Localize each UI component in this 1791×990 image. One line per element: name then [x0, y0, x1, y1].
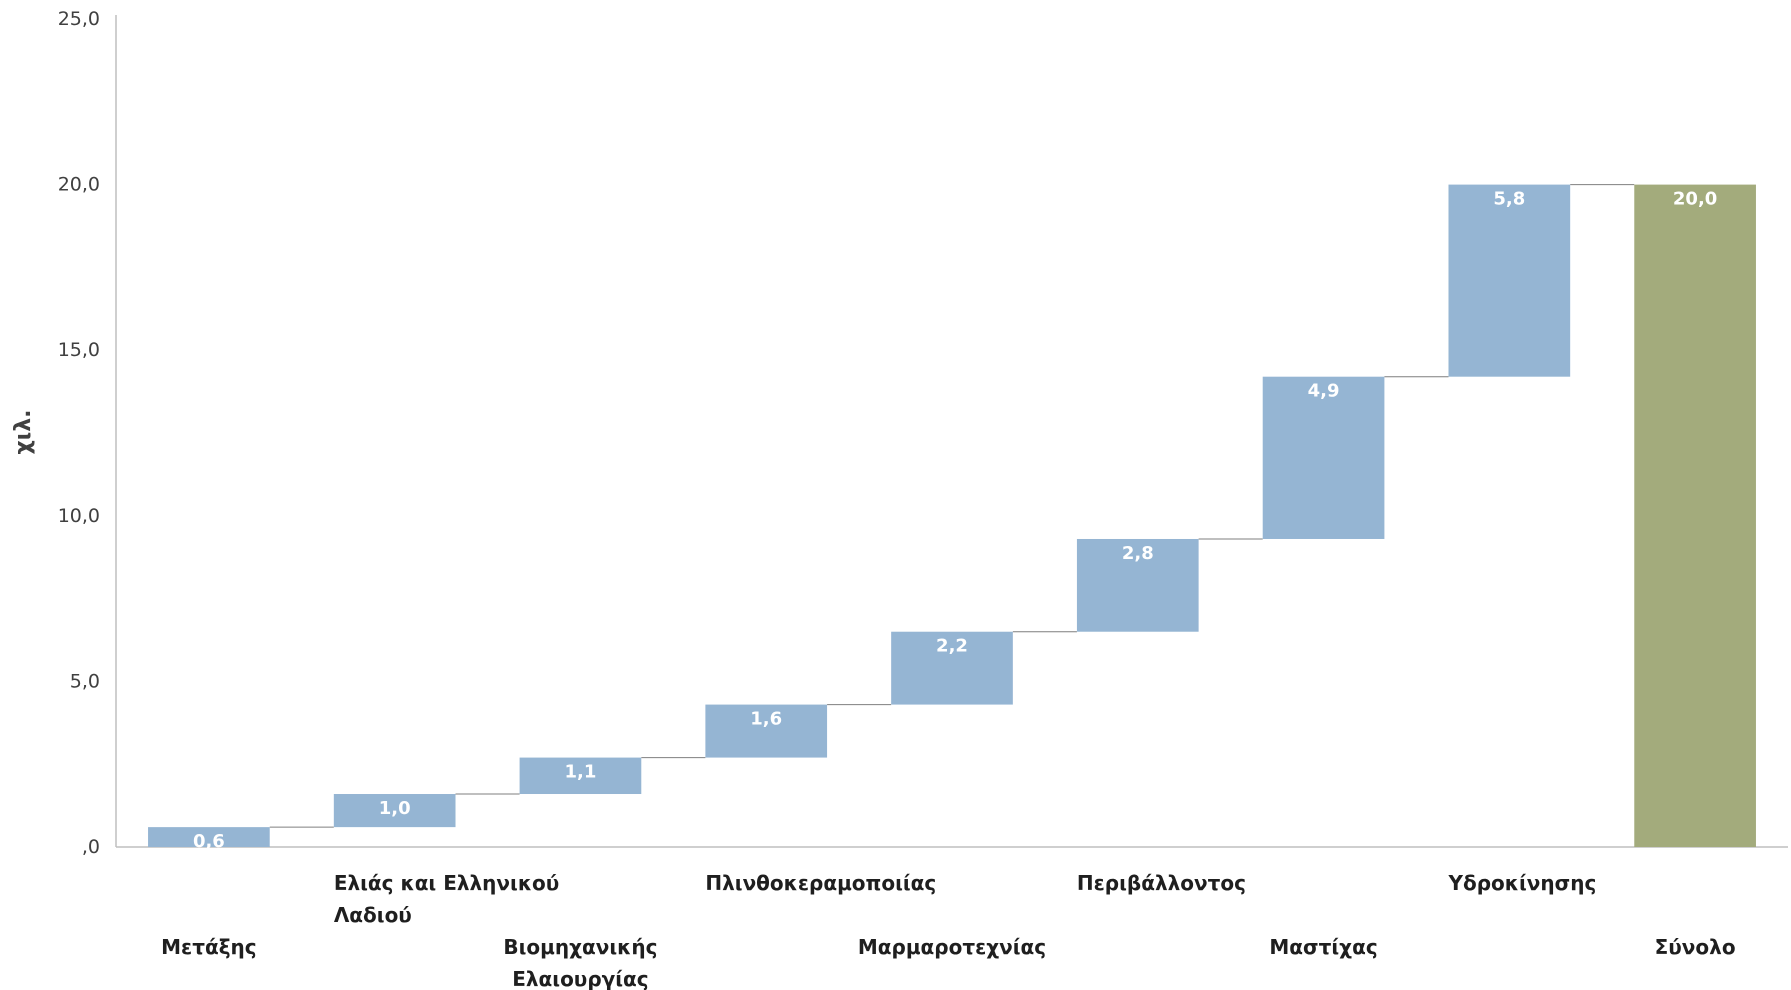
data-label: 2,8 [1122, 543, 1154, 564]
category-label: Μετάξης [161, 935, 256, 959]
data-label: 1,0 [379, 798, 411, 819]
category-label: Μαρμαροτεχνίας [858, 935, 1046, 959]
category-label: Πλινθοκεραμοποιίας [705, 871, 936, 895]
bar-total [1634, 184, 1756, 848]
y-axis-title: χιλ. [11, 409, 36, 454]
category-label: Μαστίχας [1269, 935, 1377, 959]
axes [115, 15, 1788, 848]
bar-increase [519, 757, 642, 795]
bar-increase [1448, 184, 1571, 377]
bar-increase [891, 631, 1013, 705]
y-axis-ticks: 25,0 20,0 15,0 10,0 5,0 ,0 [58, 8, 100, 858]
y-tick-label: 10,0 [58, 505, 100, 527]
data-label: 2,2 [936, 636, 968, 657]
bar-increase [148, 827, 270, 847]
category-label: Περιβάλλοντος [1077, 871, 1246, 895]
y-tick-label: 5,0 [70, 670, 100, 692]
category-label: Ελιάς και Ελληνικού [334, 871, 559, 895]
y-tick-label: ,0 [82, 836, 100, 858]
category-label: Βιομηχανικής [503, 935, 657, 959]
category-labels: Μετάξης Ελιάς και Ελληνικού Λαδιού Βιομηχαν… [161, 871, 1735, 990]
data-label: 1,1 [564, 762, 596, 783]
bars [148, 184, 1756, 848]
connector-lines [269, 184, 1635, 828]
bar-increase [1076, 538, 1199, 632]
y-tick-label: 25,0 [58, 8, 100, 30]
data-label: 5,8 [1493, 189, 1525, 210]
data-label: 1,6 [750, 709, 782, 730]
data-label: 20,0 [1673, 189, 1717, 210]
category-label: Σύνολο [1655, 935, 1736, 959]
y-tick-label: 15,0 [58, 339, 100, 361]
data-label: 4,9 [1308, 381, 1340, 402]
y-tick-label: 20,0 [58, 174, 100, 196]
category-label: Ελαιουργίας [512, 967, 648, 990]
data-labels: 0,6 1,0 1,1 1,6 2,2 2,8 4,9 5,8 20,0 [193, 189, 1717, 853]
data-label: 0,6 [193, 831, 225, 852]
category-label: Υδροκίνησης [1447, 871, 1596, 895]
category-label: Λαδιού [334, 903, 412, 927]
bar-increase [705, 704, 828, 758]
bar-increase [333, 794, 456, 828]
bar-increase [1262, 376, 1385, 539]
